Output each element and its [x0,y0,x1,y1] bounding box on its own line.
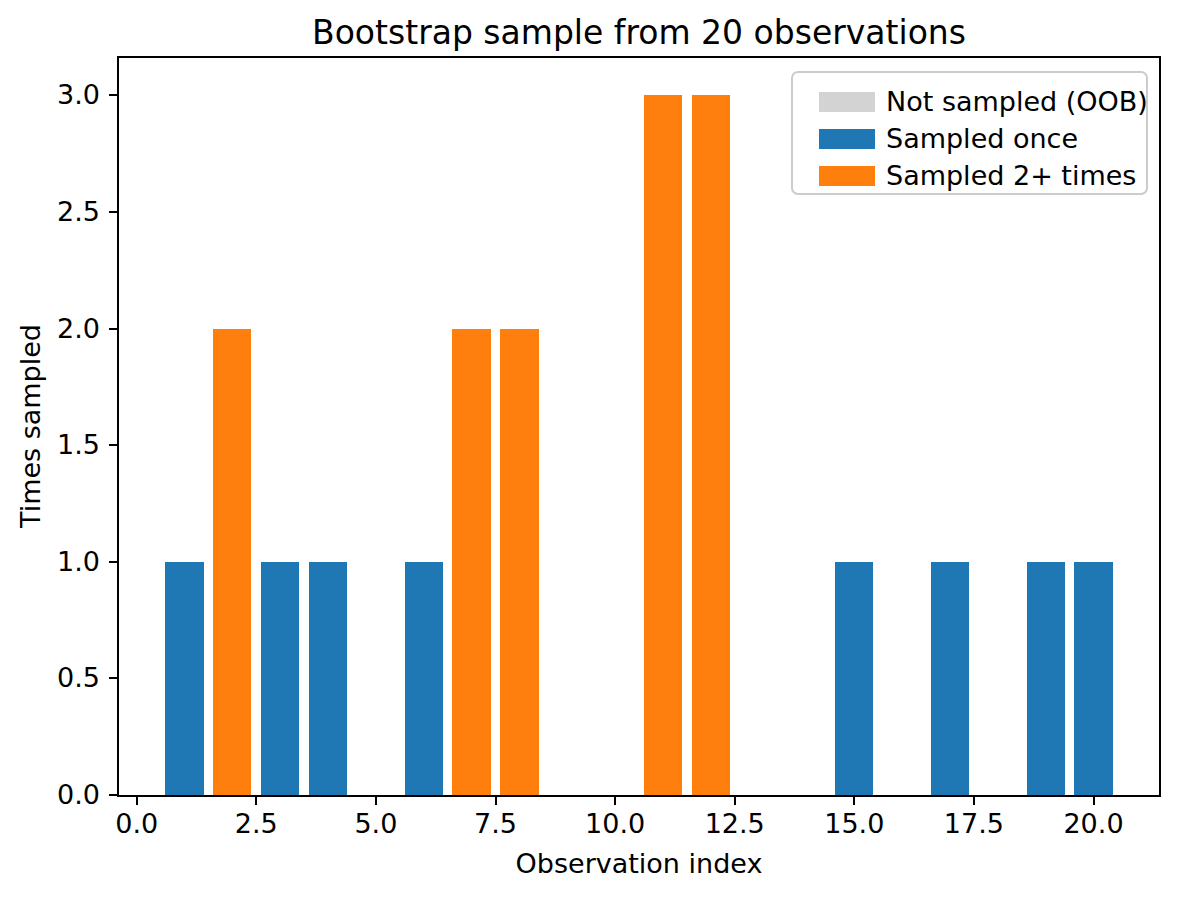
x-tick-label-10.0: 10.0 [585,808,645,840]
x-tick-mark-0.0 [136,797,138,805]
y-tick-mark-2.5 [109,211,117,213]
y-axis-label: Times sampled [15,324,47,528]
x-tick-mark-7.5 [495,797,497,805]
bar-obs-2 [213,329,251,796]
bar-obs-11 [644,95,682,795]
bar-obs-12 [692,95,730,795]
x-tick-mark-5.0 [375,797,377,805]
x-tick-mark-17.5 [973,797,975,805]
y-tick-label-0.0: 0.0 [0,779,100,811]
legend-swatch-sampled-once [819,129,875,149]
x-tick-mark-10.0 [614,797,616,805]
legend-item-not-sampled: Not sampled (OOB) [819,83,1146,120]
x-tick-label-17.5: 17.5 [944,808,1004,840]
x-tick-label-0.0: 0.0 [115,808,158,840]
legend-item-sampled-multi: Sampled 2+ times [819,157,1146,194]
legend: Not sampled (OOB) Sampled once Sampled 2… [791,71,1148,195]
x-tick-label-20.0: 20.0 [1063,808,1123,840]
legend-swatch-sampled-multi [819,166,875,186]
chart-title: Bootstrap sample from 20 observations [312,13,966,53]
bar-obs-15 [835,562,873,795]
y-tick-mark-2.0 [109,328,117,330]
bar-obs-3 [261,562,299,795]
bar-obs-4 [309,562,347,795]
bar-obs-20 [1074,562,1112,795]
bar-obs-6 [405,562,443,795]
x-tick-mark-12.5 [734,797,736,805]
x-tick-label-2.5: 2.5 [235,808,278,840]
legend-label-not-sampled: Not sampled (OOB) [886,86,1148,118]
bar-obs-8 [500,329,538,796]
x-tick-mark-20.0 [1093,797,1095,805]
x-tick-mark-2.5 [255,797,257,805]
x-tick-label-5.0: 5.0 [354,808,397,840]
x-tick-label-12.5: 12.5 [705,808,765,840]
bar-obs-19 [1027,562,1065,795]
y-tick-mark-1.0 [109,561,117,563]
y-tick-label-1.0: 1.0 [0,546,100,578]
legend-item-sampled-once: Sampled once [819,120,1146,157]
y-tick-mark-1.5 [109,444,117,446]
y-tick-label-3.0: 3.0 [0,79,100,111]
legend-label-sampled-once: Sampled once [886,123,1078,155]
bar-obs-17 [931,562,969,795]
x-tick-label-15.0: 15.0 [824,808,884,840]
x-axis-label: Observation index [516,848,763,880]
legend-label-sampled-multi: Sampled 2+ times [886,160,1136,192]
x-tick-label-7.5: 7.5 [474,808,517,840]
figure: Bootstrap sample from 20 observations 0.… [0,0,1177,898]
y-tick-label-0.5: 0.5 [0,662,100,694]
y-tick-mark-0.0 [109,794,117,796]
legend-swatch-not-sampled [819,92,875,112]
bar-obs-7 [452,329,490,796]
y-tick-mark-0.5 [109,677,117,679]
bar-obs-1 [165,562,203,795]
x-tick-mark-15.0 [853,797,855,805]
y-tick-mark-3.0 [109,94,117,96]
y-tick-label-2.5: 2.5 [0,196,100,228]
